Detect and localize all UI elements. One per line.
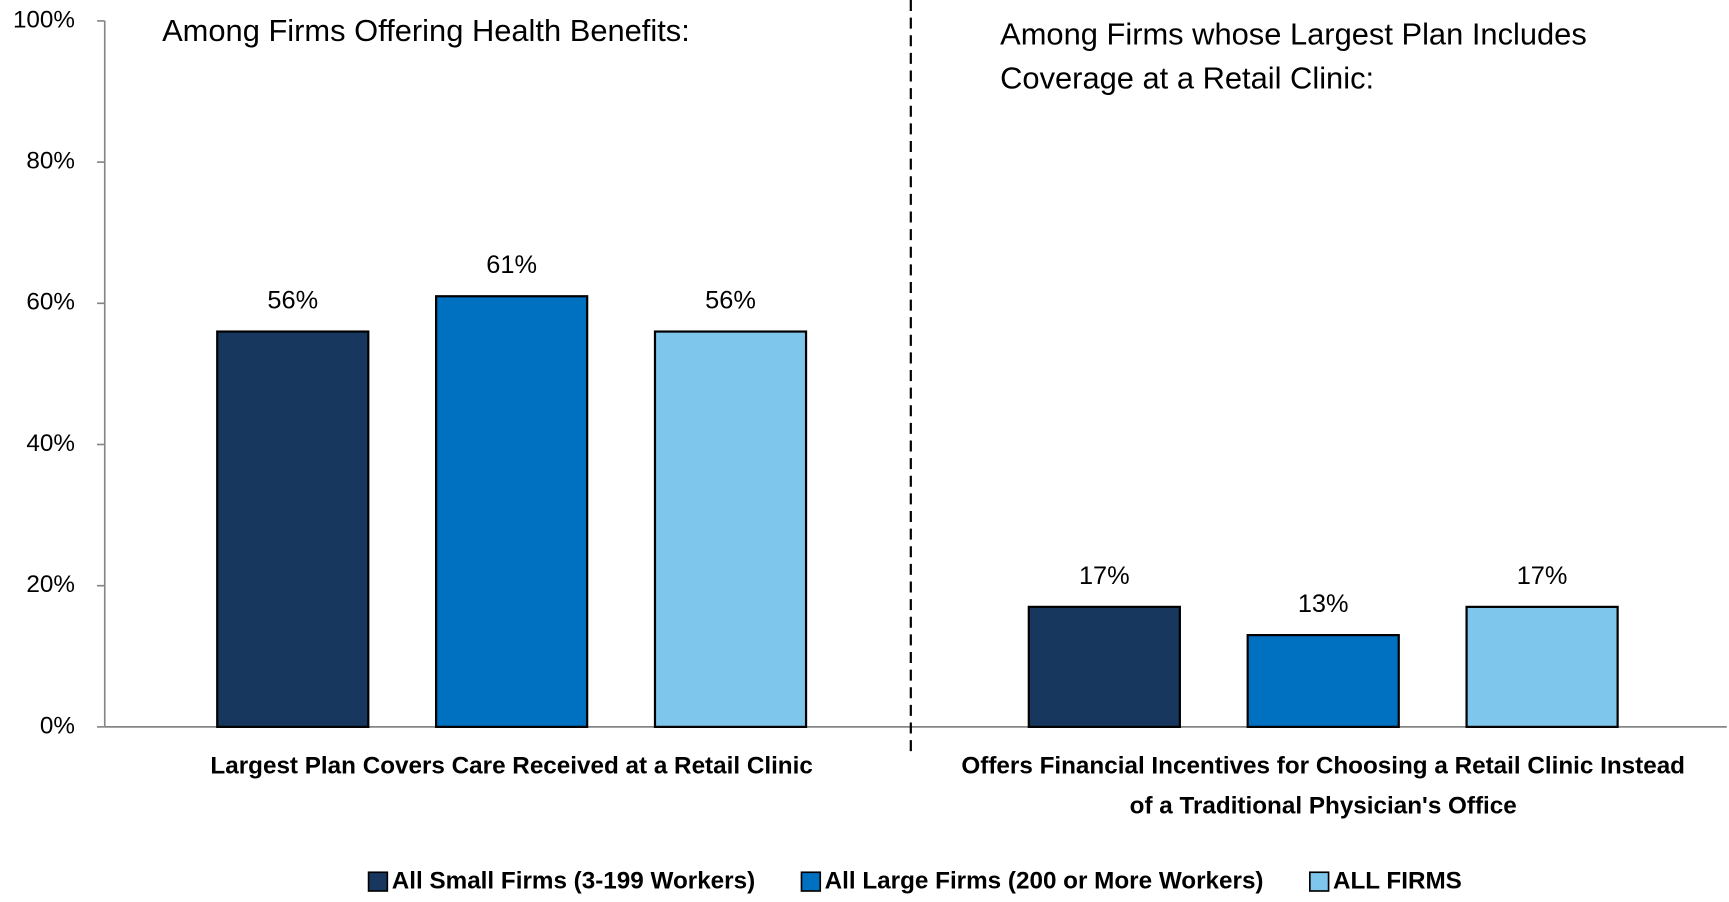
- legend-item: All Small Firms (3-199 Workers): [367, 868, 755, 895]
- value-label: 17%: [1517, 562, 1568, 590]
- y-tick-label: 40%: [26, 430, 75, 457]
- bar: [1465, 605, 1619, 728]
- y-tick-label: 100%: [13, 6, 75, 33]
- bar: [653, 330, 808, 728]
- y-tick-label: 20%: [26, 571, 75, 598]
- bar: [435, 295, 589, 728]
- value-label: 61%: [486, 251, 537, 279]
- value-label: 17%: [1079, 562, 1130, 590]
- legend-item: All Large Firms (200 or More Workers): [800, 868, 1264, 895]
- bar: [1246, 634, 1400, 728]
- y-tick-label: 80%: [26, 148, 75, 175]
- legend-label: All Small Firms (3-199 Workers): [392, 868, 755, 895]
- x-tick-label: Offers Financial Incentives for Choosing…: [961, 753, 1685, 820]
- legend-item: ALL FIRMS: [1309, 868, 1462, 895]
- panel-heading: Among Firms whose Largest Plan Includes C…: [1000, 17, 1587, 96]
- bar: [1027, 605, 1181, 728]
- legend-swatch: [367, 871, 389, 892]
- legend-label: ALL FIRMS: [1333, 868, 1462, 895]
- value-label: 13%: [1298, 590, 1349, 618]
- legend-swatch: [800, 871, 822, 892]
- legend-swatch: [1309, 871, 1330, 892]
- value-label: 56%: [267, 287, 318, 315]
- y-tick-label: 60%: [26, 289, 75, 316]
- bar: [216, 330, 370, 728]
- legend-label: All Large Firms (200 or More Workers): [825, 868, 1264, 895]
- x-tick-label: Largest Plan Covers Care Received at a R…: [210, 753, 812, 780]
- y-tick-label: 0%: [40, 712, 75, 739]
- value-label: 56%: [705, 287, 756, 315]
- panel-heading: Among Firms Offering Health Benefits:: [162, 13, 690, 48]
